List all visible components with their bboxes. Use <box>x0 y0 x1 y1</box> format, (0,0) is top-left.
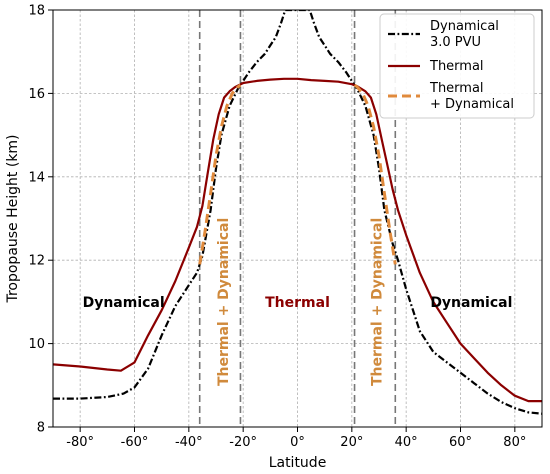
legend-box <box>379 13 535 119</box>
region-label-4: Thermal + Dynamical <box>369 218 385 386</box>
region-label-3: Thermal + Dynamical <box>216 218 232 386</box>
y-tick-label: 10 <box>28 337 45 352</box>
y-tick-label: 14 <box>28 170 45 185</box>
region-label-1: Thermal <box>265 295 330 311</box>
y-axis-ticks: 8 10 12 14 16 18 <box>28 4 53 436</box>
series-line-1 <box>53 77 542 403</box>
x-tick-label: 60° <box>449 435 472 450</box>
region-label-2: Dynamical <box>430 295 512 311</box>
x-tick-label: 40° <box>395 435 418 450</box>
x-tick-label: -60° <box>121 435 149 450</box>
x-tick-label: 0° <box>290 435 305 450</box>
legend-label-0: 3.0 PVU <box>430 35 481 50</box>
legend-label-2: Thermal <box>429 81 484 96</box>
y-axis-label: Tropopause Height (km) <box>5 134 21 303</box>
region-labels: Dynamical Thermal Dynamical Thermal + Dynam… <box>83 218 513 386</box>
x-tick-label: -20° <box>229 435 257 450</box>
y-tick-label: 8 <box>37 421 45 436</box>
x-tick-label: 80° <box>503 435 526 450</box>
legend-label-1: Thermal <box>429 59 484 74</box>
series-line-2 <box>198 83 397 265</box>
series-line-0 <box>53 10 542 415</box>
x-tick-label: -40° <box>175 435 203 450</box>
y-tick-label: 16 <box>28 87 45 102</box>
y-tick-label: 12 <box>28 254 45 269</box>
legend-label-0: Dynamical <box>430 19 499 34</box>
legend-label-2: + Dynamical <box>430 97 514 112</box>
x-tick-label: 20° <box>340 435 363 450</box>
series-lines <box>53 10 542 415</box>
y-tick-label: 18 <box>28 4 45 19</box>
x-axis-label: Latitude <box>269 455 327 471</box>
x-tick-label: -80° <box>66 435 94 450</box>
region-label-0: Dynamical <box>83 295 165 311</box>
x-axis-ticks: -80° -60° -40° -20° 0° 20° 40° 60° 80° <box>66 427 526 450</box>
